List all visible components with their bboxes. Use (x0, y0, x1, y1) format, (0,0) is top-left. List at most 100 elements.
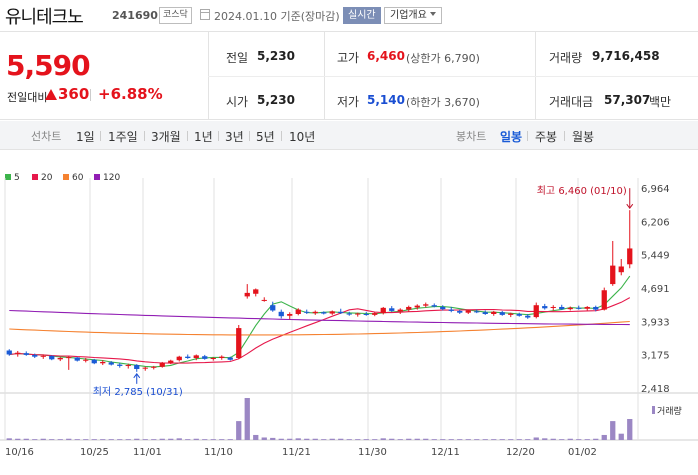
volume-bar (23, 438, 29, 440)
ma5-line (9, 275, 631, 368)
volume-bar (151, 439, 157, 440)
volume-bar (91, 439, 97, 440)
candle-body (440, 306, 446, 310)
price-panel: 5,590 전일대비 360 +6.88% 전일 5,230 고가 6,460 … (0, 32, 698, 120)
volume-bar (363, 439, 369, 440)
tab-monthly[interactable]: 월봉 (572, 130, 595, 144)
x-tick-label: 12/20 (506, 447, 535, 458)
change-percent: +6.88% (98, 85, 163, 103)
candle-body (423, 304, 429, 306)
y-tick-label: 6,964 (641, 184, 670, 195)
tab-1w[interactable]: 1주일 (108, 130, 138, 144)
legend-swatch (94, 174, 100, 180)
candlestick-chart[interactable]: 10/16 10/25 11/01 11/10 11/21 11/30 12/11 12/20… (0, 150, 698, 475)
divider (281, 131, 282, 141)
candle-body (295, 309, 301, 315)
volume-bar (542, 438, 548, 440)
volume-bar (414, 438, 420, 440)
legend-swatch (32, 174, 38, 180)
divider (218, 131, 219, 141)
candle-body (567, 307, 573, 310)
candle-body (278, 311, 284, 317)
volume-bar (533, 437, 539, 440)
volume-bar (125, 439, 131, 440)
divider (100, 131, 101, 141)
candle-chart-label: 봉차트 (456, 130, 487, 143)
candle-body (355, 313, 361, 315)
compare-label: 전일대비 (7, 91, 48, 104)
x-tick-label: 11/10 (204, 447, 233, 458)
volume-bar (465, 439, 471, 440)
candle-body (168, 360, 174, 363)
volume-bar (6, 438, 12, 440)
volume-bar (406, 438, 412, 440)
calendar-icon (200, 9, 210, 20)
candle-body (49, 355, 55, 360)
candle-body (329, 311, 335, 314)
tab-3m[interactable]: 3개월 (151, 130, 181, 144)
legend-label: 20 (41, 173, 53, 183)
volume-bar (261, 437, 267, 440)
candle-body (159, 362, 165, 367)
candle-body (32, 354, 38, 357)
low-annotation: 최저 2,785 (10/31) (93, 386, 183, 398)
market-badge: 코스닥 (159, 7, 192, 24)
volume-bar (236, 421, 242, 440)
legend-ma5: 5 (5, 173, 20, 183)
volume-bar (253, 434, 259, 440)
volume-bar (508, 439, 514, 440)
x-tick-label: 11/30 (358, 447, 387, 458)
candle-body (601, 290, 607, 310)
prev-close-value: 5,230 (257, 49, 295, 63)
candle-body (202, 356, 208, 359)
realtime-button[interactable]: 실시간 (343, 7, 381, 24)
volume-bar (550, 438, 556, 440)
volume-bar (193, 438, 199, 440)
volume-bar (210, 439, 216, 440)
low-value: 5,140 (367, 93, 405, 107)
volume-bar (593, 438, 599, 440)
candle-body (465, 310, 471, 313)
volume-legend-swatch (652, 406, 655, 414)
volume-bar (287, 438, 293, 440)
tab-10y[interactable]: 10년 (289, 130, 316, 144)
volume-bar (312, 438, 318, 440)
candle-body (338, 311, 344, 314)
legend-swatch (5, 174, 11, 180)
candle-body (57, 357, 63, 360)
volume-bar (576, 439, 582, 440)
legend-ma20: 20 (32, 173, 52, 183)
x-tick-label: 10/16 (5, 447, 34, 458)
upper-limit: (상한가 6,790) (406, 52, 480, 65)
tab-daily[interactable]: 일봉 (500, 130, 523, 144)
low-label: 저가 (337, 95, 360, 109)
volume-bar (440, 439, 446, 440)
volume-bar (474, 439, 480, 440)
divider (527, 131, 528, 141)
stock-code: 241690 (112, 9, 158, 22)
divider (90, 89, 91, 101)
ma120-line (9, 309, 630, 326)
candle-body (108, 362, 114, 365)
volume-bar (270, 437, 276, 440)
tab-weekly[interactable]: 주봉 (535, 130, 558, 144)
candle-body (448, 309, 454, 311)
volume-bar (355, 439, 361, 440)
company-overview-dropdown[interactable]: 기업개요 (384, 7, 442, 24)
tab-1y[interactable]: 1년 (194, 130, 213, 144)
ma20-line (9, 297, 631, 364)
volume-bar (491, 439, 497, 440)
amount-label: 거래대금 (549, 95, 594, 109)
volume-bar (397, 439, 403, 440)
volume-bar (244, 398, 250, 440)
high-label: 고가 (337, 51, 360, 65)
candle-body (627, 248, 633, 265)
stock-header: 유니테크노 241690 코스닥 2024.01.10 기준(장마감) 실시간 … (0, 0, 698, 32)
volume-bar (202, 439, 208, 440)
x-tick-label: 01/02 (568, 447, 597, 458)
candle-body (287, 314, 293, 316)
tab-5y[interactable]: 5년 (256, 130, 275, 144)
tab-1d[interactable]: 1일 (76, 130, 95, 144)
tab-3y[interactable]: 3년 (225, 130, 244, 144)
legend-label: 60 (72, 173, 84, 183)
